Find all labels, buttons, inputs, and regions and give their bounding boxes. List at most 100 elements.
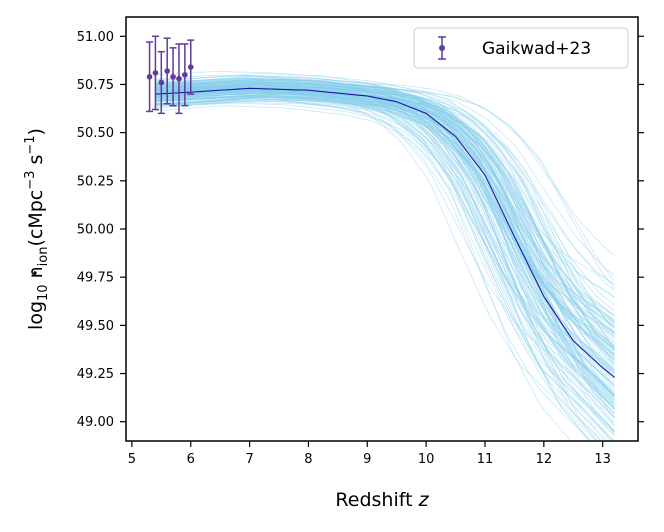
- sample-curve: [155, 86, 615, 285]
- median-line: [155, 87, 615, 378]
- sample-curve: [155, 96, 615, 405]
- sample-curve: [155, 95, 615, 432]
- sample-curve: [155, 84, 615, 290]
- sample-curve: [155, 89, 615, 322]
- sample-curve: [155, 82, 615, 361]
- sample-curve: [155, 89, 615, 411]
- legend-label: Gaikwad+23: [482, 39, 591, 59]
- sample-curve: [155, 81, 615, 401]
- x-tick-label: 12: [536, 452, 553, 467]
- sample-curve: [155, 100, 615, 335]
- x-axis-label: Redshift z: [335, 489, 429, 511]
- sample-curve: [155, 87, 615, 333]
- sample-curve: [155, 79, 606, 441]
- sample-curve: [155, 86, 615, 364]
- y-axis-label: log10 nion(cMpc−3 s−1): [23, 128, 51, 330]
- y-axis-ticks: 49.00 49.25 49.50 49.75 50.00 50.25 50.50 50.75…: [77, 30, 644, 430]
- legend-box: [413, 27, 629, 69]
- sample-curve: [155, 78, 615, 374]
- sample-curve: [155, 96, 615, 414]
- sample-curve: [155, 93, 615, 393]
- x-tick-label: 8: [304, 452, 312, 467]
- sample-curve: [155, 79, 615, 316]
- data-point: [151, 35, 159, 111]
- sample-curve: [155, 87, 615, 377]
- sample-curve: [155, 86, 615, 386]
- sample-curve: [155, 91, 615, 291]
- sample-curve: [155, 93, 615, 399]
- sample-curve: [155, 84, 615, 387]
- sample-curve: [155, 89, 615, 403]
- sample-curve: [155, 95, 615, 350]
- sample-curve: [155, 94, 615, 396]
- sample-curve: [155, 86, 615, 433]
- sample-curve: [155, 84, 615, 365]
- sample-curve: [155, 86, 615, 343]
- y-tick-label: 50.75: [77, 78, 114, 93]
- sample-curve: [155, 97, 598, 441]
- x-axis-ticks: 5 6 7 8 9 10 11 12 13: [128, 441, 611, 467]
- sample-curve: [155, 79, 615, 324]
- sample-curve: [155, 78, 615, 374]
- data-point: [169, 47, 177, 107]
- sample-curve: [155, 73, 615, 379]
- sample-curve: [155, 80, 615, 316]
- sample-curve: [155, 80, 615, 427]
- sample-curve: [155, 82, 615, 335]
- data-point: [146, 41, 154, 113]
- sample-curves: [155, 71, 615, 441]
- data-point: [187, 39, 195, 95]
- y-tick-label: 49.25: [77, 367, 114, 382]
- sample-curve: [155, 96, 590, 441]
- sample-curve: [155, 78, 615, 298]
- sample-curve: [155, 84, 615, 398]
- sample-curve: [155, 81, 615, 306]
- ndot-accent: [33, 271, 37, 275]
- sample-curve: [155, 77, 615, 318]
- sample-curve: [155, 96, 615, 419]
- sample-curve: [155, 84, 615, 396]
- sample-curve: [155, 92, 615, 411]
- sample-curve: [155, 84, 615, 341]
- sample-curve: [155, 78, 615, 312]
- sample-curve: [155, 92, 615, 348]
- sample-curve: [155, 99, 615, 349]
- sample-curve: [155, 89, 615, 374]
- sample-curve: [155, 82, 615, 333]
- sample-curve: [155, 83, 615, 437]
- sample-curve: [155, 82, 615, 389]
- y-tick-label: 50.25: [77, 174, 114, 189]
- sample-curve: [155, 89, 615, 351]
- x-tick-label: 10: [418, 452, 435, 467]
- sample-curve: [155, 79, 615, 371]
- sample-curve: [155, 91, 615, 367]
- sample-curve: [155, 80, 615, 419]
- sample-curve: [155, 80, 615, 396]
- sample-curve: [155, 96, 615, 407]
- data-point: [175, 43, 183, 115]
- sample-curve: [155, 74, 615, 359]
- sample-curve: [155, 93, 615, 363]
- sample-curve: [155, 83, 615, 357]
- sample-curve: [155, 82, 615, 352]
- sample-curve: [155, 93, 615, 418]
- sample-curve: [155, 83, 615, 276]
- sample-curve: [155, 98, 615, 328]
- sample-curve: [155, 87, 615, 401]
- sample-curve: [155, 89, 615, 328]
- gaikwad23-points: [146, 35, 195, 115]
- sample-curve: [155, 87, 615, 369]
- legend-marker: [438, 36, 446, 60]
- sample-curve: [155, 79, 615, 324]
- sample-curve: [155, 86, 615, 384]
- sample-curve: [155, 76, 615, 433]
- sample-curve: [155, 79, 615, 256]
- data-layer: [146, 35, 615, 441]
- sample-curve: [155, 86, 615, 414]
- sample-curve: [155, 94, 615, 432]
- sample-curve: [155, 92, 615, 396]
- sample-curve: [155, 82, 615, 371]
- sample-curve: [155, 92, 615, 409]
- sample-curve: [155, 92, 615, 327]
